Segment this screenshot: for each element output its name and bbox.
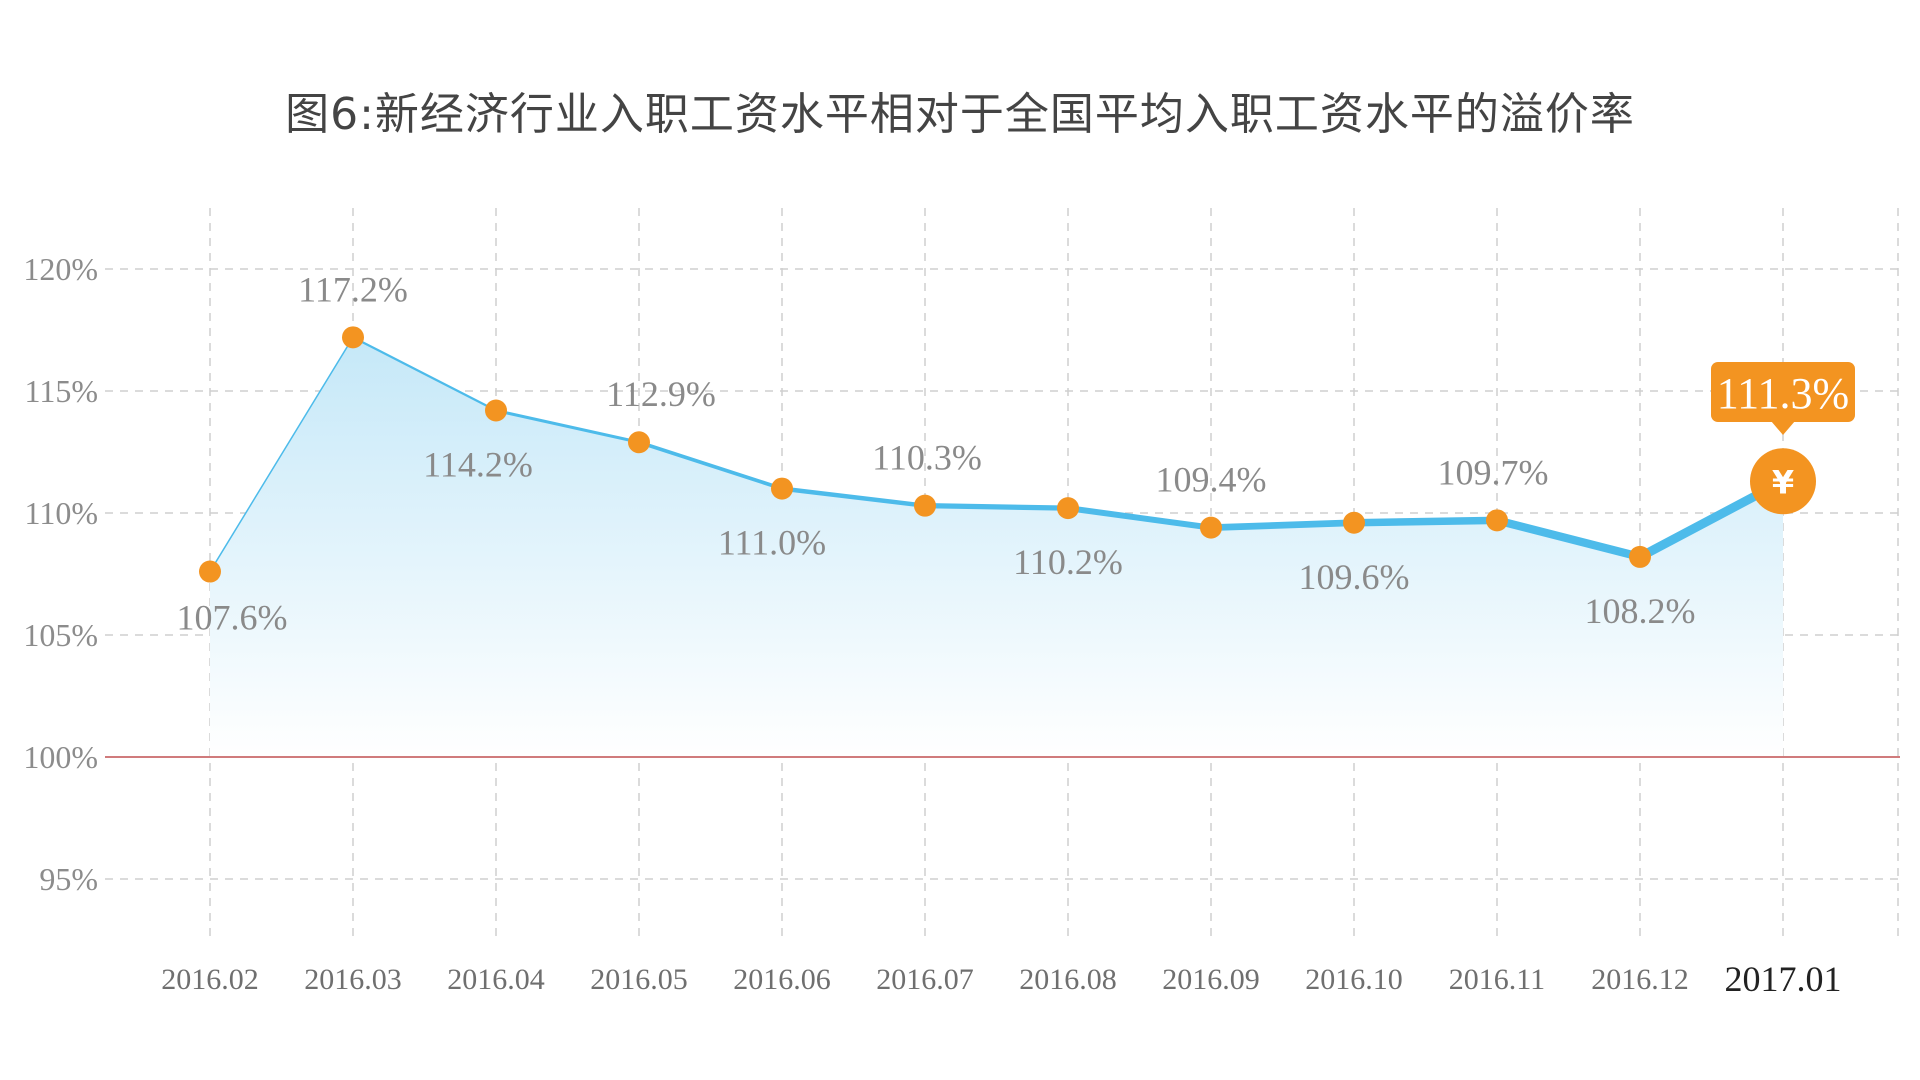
- x-tick-label: 2016.10: [1305, 963, 1403, 996]
- series-line-segment: [922, 503, 1071, 511]
- data-point: [342, 326, 364, 349]
- x-tick-label: 2016.04: [447, 963, 545, 996]
- y-tick-label: 115%: [25, 373, 98, 409]
- x-axis-ticks: 2016.02 2016.03 2016.04 2016.05 2016.06 2016.…: [161, 959, 1841, 999]
- data-label: 110.2%: [1013, 542, 1123, 582]
- series-line-segment: [494, 409, 641, 444]
- series-line-group: [209, 336, 1788, 573]
- x-tick-label: 2016.08: [1019, 963, 1117, 996]
- data-point: [1200, 516, 1222, 539]
- series-line-segment: [779, 486, 928, 508]
- data-label: 117.2%: [298, 269, 408, 309]
- y-tick-label: 100%: [23, 739, 98, 775]
- x-tick-label: 2016.05: [590, 963, 688, 996]
- data-label: 110.3%: [872, 438, 982, 478]
- data-point: [1486, 509, 1508, 532]
- x-tick-label: 2016.07: [876, 963, 974, 996]
- y-tick-label: 95%: [39, 861, 98, 897]
- y-axis-ticks: 95% 100% 105% 110% 115% 120%: [23, 251, 98, 897]
- y-tick-label: 110%: [25, 495, 98, 531]
- chart-title: 图6:新经济行业入职工资水平相对于全国平均入职工资水平的溢价率: [285, 89, 1635, 140]
- data-label: 109.6%: [1299, 557, 1410, 597]
- callout-pointer: [1771, 421, 1795, 435]
- callout-box: [1711, 362, 1855, 422]
- x-tick-label: 2017.01: [1725, 959, 1842, 999]
- x-tick-label: 2016.03: [304, 963, 402, 996]
- markers: [199, 326, 1651, 583]
- series-line-segment: [1207, 519, 1358, 532]
- data-point: [1343, 511, 1365, 534]
- data-label: 112.9%: [606, 374, 716, 414]
- data-point: [771, 477, 793, 500]
- data-label: 111.0%: [718, 523, 826, 563]
- y-tick-label: 120%: [23, 251, 98, 287]
- x-tick-label: 2016.12: [1591, 963, 1689, 996]
- callout-value-label: 111.3%: [1717, 369, 1849, 418]
- data-point: [485, 399, 507, 422]
- x-tick-label: 2016.02: [161, 963, 259, 996]
- series-line-segment: [209, 336, 354, 573]
- data-label: 107.6%: [177, 598, 288, 638]
- data-point: [1057, 497, 1079, 520]
- area-fill: [210, 337, 1783, 757]
- data-point: [914, 494, 936, 517]
- data-point: [628, 431, 650, 454]
- x-tick-label: 2016.09: [1162, 963, 1260, 996]
- series-line-segment: [351, 336, 498, 412]
- x-tick-label: 2016.11: [1449, 963, 1545, 996]
- series-line-segment: [1492, 516, 1645, 562]
- series-line-segment: [1065, 505, 1214, 531]
- highlight-callout: ¥111.3%: [1711, 362, 1855, 515]
- data-point: [199, 560, 221, 583]
- data-label: 108.2%: [1585, 591, 1696, 631]
- data-labels: 107.6% 117.2% 114.2% 112.9% 111.0% 110.3% 110.…: [177, 269, 1696, 637]
- yen-icon: ¥: [1772, 463, 1794, 501]
- highlight-marker: [1750, 448, 1816, 515]
- area-path: [210, 337, 1783, 757]
- data-label: 109.7%: [1438, 452, 1549, 492]
- series-line-segment: [1350, 516, 1501, 527]
- x-tick-label: 2016.06: [733, 963, 831, 996]
- series-line-segment: [637, 440, 784, 491]
- data-label: 114.2%: [423, 445, 533, 485]
- data-point: [1629, 545, 1651, 568]
- data-label: 109.4%: [1156, 460, 1267, 500]
- y-tick-label: 105%: [23, 617, 98, 653]
